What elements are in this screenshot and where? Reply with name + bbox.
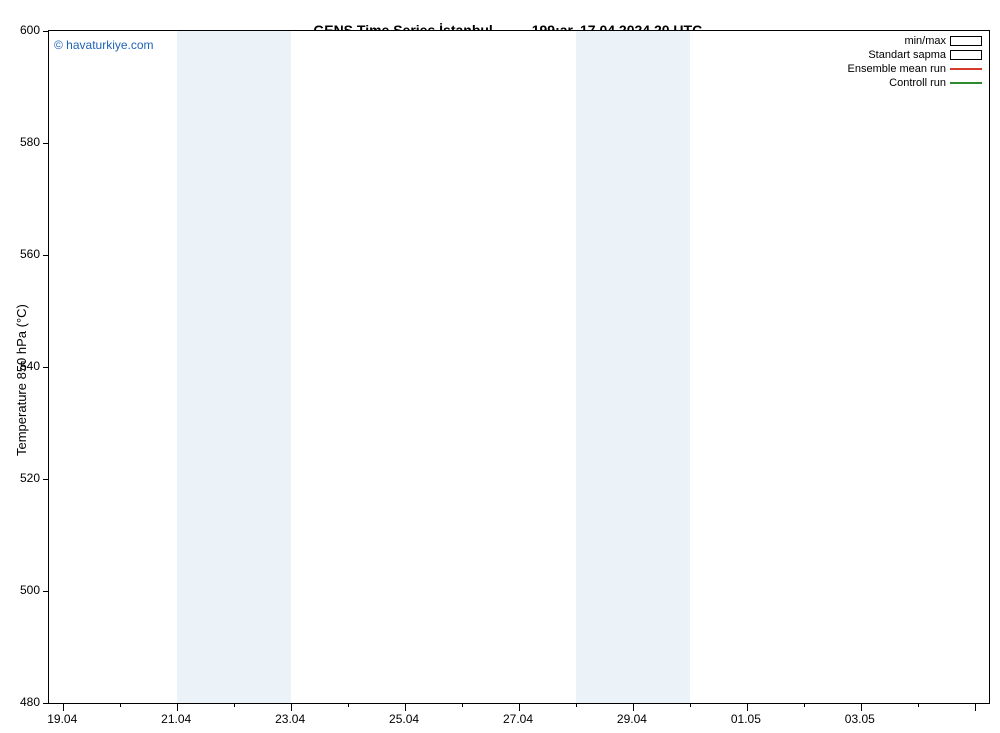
y-tick-mark <box>43 703 49 704</box>
x-tick-label: 27.04 <box>503 712 533 726</box>
x-tick-label: 19.04 <box>47 712 77 726</box>
y-tick-mark <box>43 479 49 480</box>
weekend-band <box>576 31 690 703</box>
legend-item: Ensemble mean run <box>848 62 982 76</box>
y-tick-label: 600 <box>20 23 40 37</box>
x-tick-minor <box>576 703 577 707</box>
legend-swatch <box>950 35 982 47</box>
x-tick-major <box>519 703 520 711</box>
x-tick-major <box>291 703 292 711</box>
x-tick-label: 23.04 <box>275 712 305 726</box>
y-tick-mark <box>43 143 49 144</box>
y-tick-mark <box>43 31 49 32</box>
chart-container: GENS Time Series İstanbul 199;ar. 17.04.… <box>0 0 1000 733</box>
legend-item: min/max <box>848 34 982 48</box>
x-tick-major <box>63 703 64 711</box>
x-tick-minor <box>348 703 349 707</box>
x-tick-label: 01.05 <box>731 712 761 726</box>
y-tick-label: 580 <box>20 135 40 149</box>
x-tick-minor <box>918 703 919 707</box>
legend: min/maxStandart sapmaEnsemble mean runCo… <box>848 34 982 90</box>
x-tick-minor <box>462 703 463 707</box>
legend-label: Controll run <box>889 76 950 90</box>
x-tick-label: 21.04 <box>161 712 191 726</box>
x-tick-minor <box>234 703 235 707</box>
y-tick-label: 520 <box>20 471 40 485</box>
legend-swatch <box>950 49 982 61</box>
legend-item: Standart sapma <box>848 48 982 62</box>
x-tick-label: 25.04 <box>389 712 419 726</box>
x-tick-major <box>633 703 634 711</box>
x-tick-major <box>861 703 862 711</box>
y-tick-mark <box>43 367 49 368</box>
y-tick-label: 480 <box>20 695 40 709</box>
y-axis-label: Temperature 850 hPa (°C) <box>14 304 29 456</box>
legend-label: Ensemble mean run <box>848 62 950 76</box>
x-tick-label: 29.04 <box>617 712 647 726</box>
watermark: © havaturkiye.com <box>54 38 154 52</box>
x-tick-label: 03.05 <box>845 712 875 726</box>
x-tick-minor <box>120 703 121 707</box>
y-tick-label: 500 <box>20 583 40 597</box>
x-tick-minor <box>804 703 805 707</box>
plot-area <box>48 30 990 704</box>
legend-item: Controll run <box>848 76 982 90</box>
legend-swatch <box>950 63 982 75</box>
legend-label: min/max <box>904 34 950 48</box>
y-tick-mark <box>43 255 49 256</box>
weekend-band <box>177 31 291 703</box>
x-tick-major <box>975 703 976 711</box>
x-tick-major <box>747 703 748 711</box>
x-tick-major <box>177 703 178 711</box>
y-tick-mark <box>43 591 49 592</box>
x-tick-minor <box>690 703 691 707</box>
y-tick-label: 560 <box>20 247 40 261</box>
x-tick-major <box>405 703 406 711</box>
legend-swatch <box>950 77 982 89</box>
legend-label: Standart sapma <box>868 48 950 62</box>
